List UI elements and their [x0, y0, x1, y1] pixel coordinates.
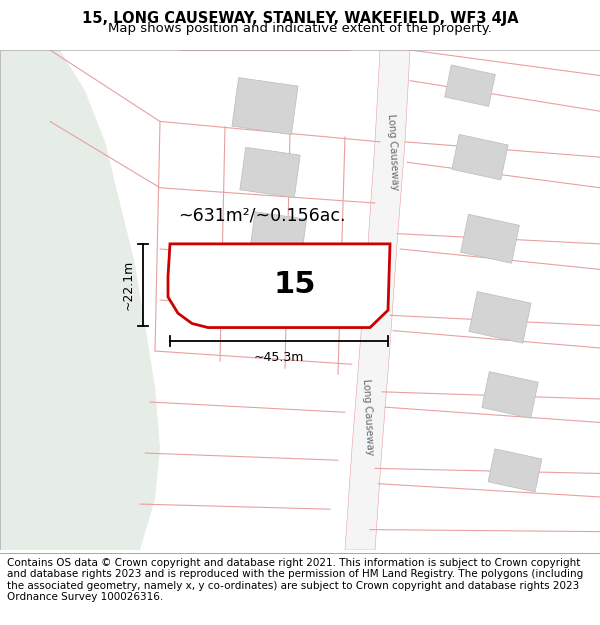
Text: Long Causeway: Long Causeway [361, 379, 375, 456]
Polygon shape [461, 214, 520, 263]
Text: 15: 15 [274, 270, 316, 299]
Polygon shape [445, 65, 496, 106]
Text: 15, LONG CAUSEWAY, STANLEY, WAKEFIELD, WF3 4JA: 15, LONG CAUSEWAY, STANLEY, WAKEFIELD, W… [82, 11, 518, 26]
Polygon shape [240, 148, 300, 198]
Text: ~22.1m: ~22.1m [122, 259, 135, 310]
Polygon shape [232, 78, 298, 134]
Polygon shape [482, 372, 538, 418]
Text: ~45.3m: ~45.3m [254, 351, 304, 364]
Polygon shape [488, 449, 542, 492]
Polygon shape [192, 254, 322, 297]
Polygon shape [452, 134, 508, 180]
Polygon shape [0, 50, 160, 550]
Text: ~631m²/~0.156ac.: ~631m²/~0.156ac. [178, 206, 346, 224]
Polygon shape [469, 291, 531, 343]
Polygon shape [168, 244, 390, 328]
Polygon shape [345, 50, 410, 550]
Text: Map shows position and indicative extent of the property.: Map shows position and indicative extent… [108, 22, 492, 35]
Text: Long Causeway: Long Causeway [386, 114, 400, 191]
Polygon shape [250, 212, 307, 259]
Text: Contains OS data © Crown copyright and database right 2021. This information is : Contains OS data © Crown copyright and d… [7, 558, 583, 602]
